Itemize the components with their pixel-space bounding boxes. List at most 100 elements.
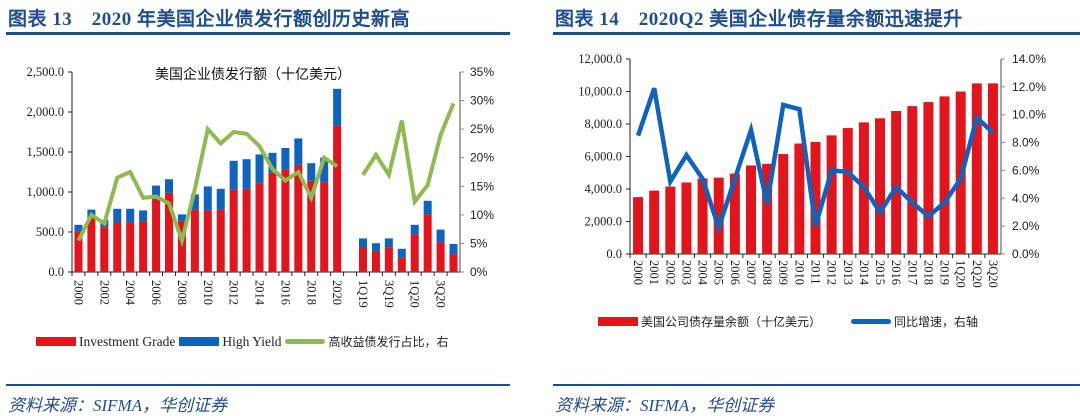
bar-outstanding	[665, 186, 676, 254]
left-y2-tick-label: 0%	[470, 265, 488, 279]
bar-outstanding	[681, 182, 692, 254]
left-y-tick-label: 1,500.0	[27, 145, 65, 159]
right-x-tick-label: 2012	[825, 260, 839, 285]
bar-investment-grade	[436, 242, 445, 272]
legend-line-yoy	[851, 319, 892, 324]
bar-high-yield	[397, 248, 406, 258]
bar-investment-grade	[242, 188, 251, 272]
bar-high-yield	[113, 208, 122, 223]
bar-outstanding	[633, 197, 644, 254]
bar-high-yield	[320, 157, 329, 183]
left-x-tick-label: 3Q20	[434, 280, 448, 308]
bar-high-yield	[190, 194, 199, 210]
right-x-tick-label: 2011	[809, 260, 823, 285]
right-x-tick-label: 1Q20	[954, 260, 968, 288]
bar-high-yield	[333, 88, 342, 126]
bar-high-yield	[268, 152, 277, 173]
bar-high-yield	[229, 160, 238, 190]
left-x-tick-label: 2014	[253, 280, 267, 306]
bar-high-yield	[449, 244, 458, 255]
line-hy-share	[361, 102, 456, 207]
bar-outstanding	[923, 102, 934, 254]
bar-outstanding	[810, 141, 821, 254]
left-y2-tick-label: 15%	[470, 179, 494, 193]
right-y2-tick-label: 14.0%	[1012, 52, 1046, 66]
right-x-tick-label: 2000	[631, 260, 645, 285]
left-x-tick-label: 2010	[201, 280, 215, 305]
bar-high-yield	[177, 214, 186, 221]
bar-investment-grade	[384, 247, 393, 272]
line-yoy-growth	[635, 87, 995, 235]
bar-outstanding	[778, 154, 789, 254]
right-x-tick-label: 2006	[728, 260, 742, 285]
left-x-tick-label: 1Q19	[356, 280, 370, 308]
bar-outstanding	[697, 178, 708, 254]
right-y2-tick-label: 8.0%	[1012, 136, 1040, 150]
right-source: 资料来源：SIFMA，华创证券	[555, 396, 775, 415]
right-y2-tick-label: 0.0%	[1012, 247, 1040, 261]
bar-high-yield	[126, 208, 135, 223]
bar-outstanding	[713, 177, 724, 254]
legend-label-high-yield: High Yield	[222, 333, 282, 349]
left-x-tick-label: 2002	[97, 280, 111, 305]
bar-outstanding	[745, 165, 756, 254]
right-x-tick-label: 2009	[776, 260, 790, 285]
left-chart: 美国企业债发行额（十亿美元） 0.0 500.0 1,000.0 1,500.0 2,00…	[27, 65, 495, 308]
bar-high-yield	[384, 238, 393, 248]
right-y2-tick-label: 10.0%	[1012, 108, 1046, 122]
left-y2-tick-label: 20%	[470, 151, 494, 165]
left-x-tick-label: 2016	[278, 280, 292, 305]
left-source: 资料来源：SIFMA，华创证券	[8, 396, 228, 415]
bar-investment-grade	[449, 254, 458, 272]
left-y2-tick-label: 25%	[470, 122, 494, 136]
left-x-tick-label: 2020	[330, 280, 344, 305]
left-y-tick-label: 2,500.0	[27, 65, 65, 79]
legend-label-yoy: 同比增速，右轴	[894, 315, 979, 329]
legend-label-hy-share: 高收益债发行占比，右	[328, 335, 449, 349]
right-y-tick-label: 12,000.0	[578, 52, 622, 66]
bar-outstanding	[842, 128, 853, 254]
left-x-tick-label: 3Q19	[382, 280, 396, 308]
bar-investment-grade	[74, 231, 83, 272]
left-source-rule	[6, 384, 510, 386]
left-y2-tick-label: 10%	[470, 208, 494, 222]
bar-outstanding	[987, 83, 998, 254]
bar-high-yield	[423, 200, 432, 215]
bar-investment-grade	[87, 217, 96, 272]
bar-outstanding	[649, 190, 660, 254]
left-y2-tick-label: 30%	[470, 94, 494, 108]
left-panel-title: 图表 13 2020 年美国企业债发行额创历史新高	[8, 9, 411, 30]
bar-outstanding	[826, 135, 837, 254]
right-title-rule	[553, 32, 1080, 35]
right-x-tick-label: 2005	[712, 260, 726, 285]
right-y-tick-label: 0.0	[606, 247, 622, 261]
bar-investment-grade	[190, 209, 199, 272]
bar-high-yield	[358, 238, 368, 248]
left-x-tick-label: 2004	[123, 280, 137, 306]
left-y2-tick-label: 35%	[470, 65, 494, 79]
right-x-tick-label: 2019	[938, 260, 952, 285]
bar-high-yield	[307, 163, 316, 181]
right-y-tick-label: 4,000.0	[585, 182, 623, 196]
bar-investment-grade	[229, 189, 238, 272]
right-y-tick-label: 8,000.0	[585, 117, 623, 131]
bar-investment-grade	[268, 172, 277, 272]
bar-high-yield	[371, 243, 380, 252]
bar-investment-grade	[126, 222, 135, 272]
left-y-tick-label: 0.0	[48, 265, 64, 279]
bar-investment-grade	[320, 182, 329, 272]
bar-investment-grade	[203, 210, 212, 272]
legend-line-hy-share	[285, 339, 326, 344]
right-legend: 美国公司债存量余额（十亿美元） 同比增速，右轴	[598, 313, 982, 330]
bar-investment-grade	[333, 125, 342, 272]
left-x-tick-label: 2000	[71, 280, 85, 305]
left-y2-tick-label: 5%	[470, 236, 488, 250]
bar-high-yield	[74, 224, 83, 232]
left-x-tick-label: 2006	[149, 280, 163, 305]
bar-investment-grade	[294, 164, 303, 272]
right-chart: 0.0 2,000.0 4,000.0 6,000.0 8,000.0 10,000.0 1…	[578, 52, 1046, 288]
left-chart-inner-title: 美国企业债发行额（十亿美元）	[155, 66, 351, 83]
left-y-tick-label: 2,000.0	[27, 105, 65, 119]
right-x-tick-label: 2015	[873, 260, 887, 285]
left-title-rule	[6, 32, 510, 35]
